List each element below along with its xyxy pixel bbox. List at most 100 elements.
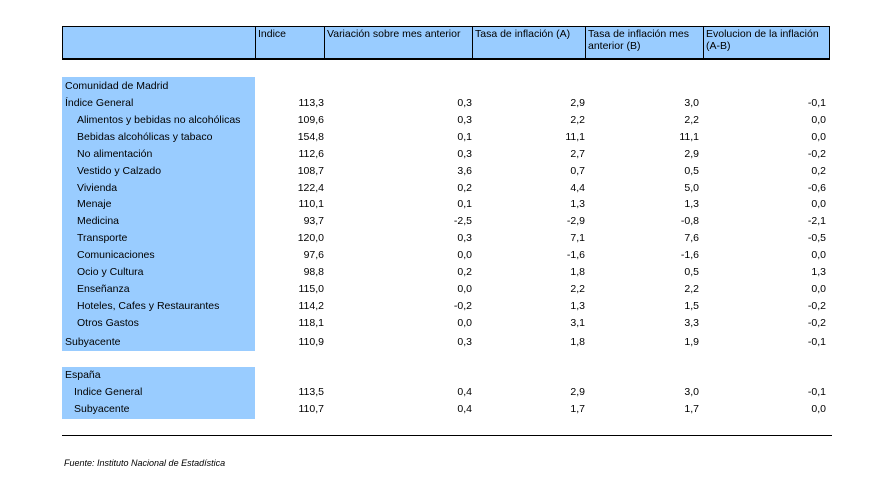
cell-indice: 114,2 (298, 300, 325, 312)
cell-variacion: -0,2 (453, 300, 472, 312)
cell-evolucion: -0,6 (807, 182, 826, 194)
cell-evolucion: 0,0 (811, 283, 826, 295)
cell-tasa-b: 1,3 (684, 198, 699, 210)
cell-indice: 112,6 (298, 148, 325, 160)
cell-tasa-b: 2,2 (684, 283, 699, 295)
cell-tasa-b: 1,5 (684, 300, 699, 312)
cell-tasa-b: 1,9 (684, 336, 699, 348)
table-row: Vestido y Calzado 108,7 3,6 0,7 0,5 0,2 (62, 163, 832, 180)
table-row: Transporte 120,0 0,3 7,1 7,6 -0,5 (62, 230, 832, 247)
row-label: Medicina (77, 215, 120, 227)
cell-evolucion: 0,0 (811, 403, 826, 415)
table-row: Medicina 93,7 -2,5 -2,9 -0,8 -2,1 (62, 213, 832, 230)
table-header (62, 26, 830, 60)
row-label: Enseñanza (77, 283, 130, 295)
cell-evolucion: -0,5 (807, 232, 826, 244)
table-row-subyacente: Subyacente 110,9 0,3 1,8 1,9 -0,1 (62, 334, 832, 351)
header-indice: Indice (255, 26, 324, 60)
cell-tasa-a: 3,1 (570, 317, 585, 329)
row-label: No alimentación (77, 148, 153, 160)
table-row: Enseñanza 115,0 0,0 2,2 2,2 0,0 (62, 281, 832, 298)
cell-evolucion: -0,1 (807, 336, 826, 348)
cell-tasa-a: 2,2 (570, 114, 585, 126)
header-tasa-b: Tasa de inflación mes anterior (B) (585, 26, 703, 60)
row-label: Transporte (77, 232, 128, 244)
cell-evolucion: 0,0 (811, 131, 826, 143)
table-row: Indice General 113,5 0,4 2,9 3,0 -0,1 (62, 384, 832, 401)
cell-indice: 109,6 (297, 114, 324, 126)
cell-indice: 115,0 (298, 283, 325, 295)
cell-variacion: 0,0 (457, 317, 472, 329)
row-label: Ocio y Cultura (77, 266, 144, 278)
cell-tasa-b: 5,0 (684, 182, 699, 194)
row-label: Otros Gastos (77, 317, 139, 329)
cell-variacion: 0,1 (457, 198, 472, 210)
table-row: Otros Gastos 118,1 0,0 3,1 3,3 -0,2 (62, 315, 832, 332)
cell-indice: 120,0 (297, 232, 324, 244)
table-row: Menaje 110,1 0,1 1,3 1,3 0,0 (62, 196, 832, 213)
cell-indice: 108,7 (297, 165, 324, 177)
cell-tasa-a: -2,9 (566, 215, 585, 227)
cell-variacion: 0,4 (457, 386, 472, 398)
source-note: Fuente: Instituto Nacional de Estadístic… (64, 458, 226, 468)
cell-tasa-a: 1,8 (570, 266, 585, 278)
section-title: España (65, 369, 101, 381)
table-row: Subyacente 110,7 0,4 1,7 1,7 0,0 (62, 401, 832, 418)
row-label: Bebidas alcohólicas y tabaco (77, 131, 213, 143)
cell-variacion: 0,3 (457, 97, 472, 109)
cell-variacion: 0,3 (457, 336, 472, 348)
cell-variacion: 3,6 (457, 165, 472, 177)
table-row: Ocio y Cultura 98,8 0,2 1,8 0,5 1,3 (62, 264, 832, 281)
cell-evolucion: -0,2 (807, 317, 826, 329)
cell-tasa-a: 2,9 (570, 386, 585, 398)
table-row: Índice General 113,3 0,3 2,9 3,0 -0,1 (62, 95, 832, 112)
cell-evolucion: -0,1 (807, 97, 826, 109)
cell-tasa-a: -1,6 (566, 249, 585, 261)
cell-variacion: 0,2 (457, 182, 472, 194)
cell-tasa-a: 1,7 (570, 403, 585, 415)
cell-variacion: 0,4 (457, 403, 472, 415)
cell-evolucion: 0,0 (811, 249, 826, 261)
cell-indice: 93,7 (303, 215, 324, 227)
row-label: Hoteles, Cafes y Restaurantes (77, 300, 220, 312)
cell-variacion: 0,2 (457, 266, 472, 278)
cell-evolucion: -0,1 (807, 386, 826, 398)
cell-tasa-b: 3,3 (684, 317, 699, 329)
cell-tasa-b: -0,8 (680, 215, 699, 227)
cell-evolucion: 0,2 (811, 165, 826, 177)
cell-evolucion: -2,1 (807, 215, 826, 227)
cell-indice: 110,9 (298, 336, 325, 348)
cell-tasa-b: 11,1 (679, 131, 699, 143)
cell-indice: 122,4 (297, 182, 324, 194)
cell-tasa-a: 4,4 (570, 182, 585, 194)
row-label: Vestido y Calzado (77, 165, 162, 177)
section-title-madrid: Comunidad de Madrid (62, 78, 832, 95)
table-row: No alimentación 112,6 0,3 2,7 2,9 -0,2 (62, 146, 832, 163)
row-label: Comunicaciones (77, 249, 155, 261)
row-label: Alimentos y bebidas no alcohólicas (77, 114, 241, 126)
cell-tasa-a: 11,1 (565, 131, 585, 143)
table-row: Hoteles, Cafes y Restaurantes 114,2 -0,2 1,… (62, 298, 832, 315)
cell-variacion: 0,3 (457, 114, 472, 126)
cell-tasa-b: 0,5 (684, 266, 699, 278)
cell-variacion: 0,1 (457, 131, 472, 143)
cell-evolucion: 0,0 (811, 198, 826, 210)
cell-tasa-b: 1,7 (684, 403, 699, 415)
cell-variacion: 0,3 (457, 148, 472, 160)
cell-evolucion: -0,2 (807, 148, 826, 160)
header-blank (62, 26, 255, 60)
section-title: Comunidad de Madrid (65, 80, 169, 92)
table-row: Comunicaciones 97,6 0,0 -1,6 -1,6 0,0 (62, 247, 832, 264)
cell-tasa-b: 7,6 (684, 232, 699, 244)
cell-tasa-a: 2,2 (570, 283, 585, 295)
cell-tasa-b: 0,5 (684, 165, 699, 177)
cell-variacion: 0,3 (457, 232, 472, 244)
cell-tasa-a: 1,8 (570, 336, 585, 348)
row-label: Índice General (65, 97, 134, 109)
cell-evolucion: -0,2 (807, 300, 826, 312)
cell-indice: 154,8 (297, 131, 324, 143)
header-evolucion: Evolucion de la inflación (A-B) (703, 26, 830, 60)
row-label: Subyacente (65, 336, 121, 348)
cell-tasa-a: 1,3 (570, 300, 585, 312)
cell-tasa-a: 7,1 (570, 232, 585, 244)
